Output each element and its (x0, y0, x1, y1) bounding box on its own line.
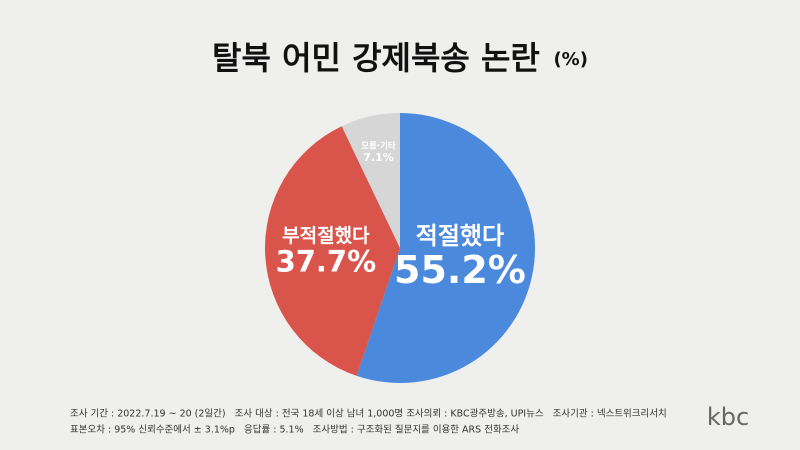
note: 표본오차 : 95% 신뢰수준에서 ± 3.1%p 응답률 : 5.1% 조사방… (70, 424, 519, 436)
value-label: 55.2% (394, 248, 526, 292)
note: 조사 기간 : 2022.7.19 ~ 20 (2일간) 조사 대상 : 전국 … (70, 408, 667, 420)
title-main: 탈북 어민 강제북송 논란 (212, 39, 540, 77)
chart-title: 탈북 어민 강제북송 논란 (%) (212, 39, 588, 77)
pie-slice (265, 126, 400, 376)
value-label: 7.1% (363, 151, 394, 164)
slice-label: 적절했다 (416, 222, 504, 250)
pie-slice (356, 113, 536, 383)
logo: kbc (707, 403, 749, 431)
slice-label: 부적절했다 (282, 225, 370, 247)
value-label: 37.7% (276, 245, 377, 279)
title-unit: (%) (553, 49, 588, 70)
slice-label: 모름·기타 (361, 141, 396, 152)
pie-slice (341, 113, 400, 248)
